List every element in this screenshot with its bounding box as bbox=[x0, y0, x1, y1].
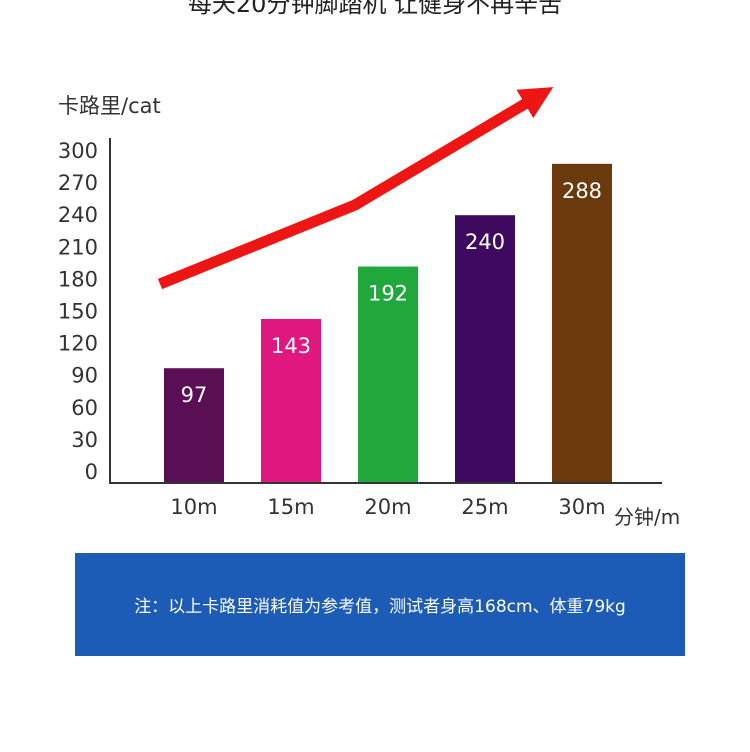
y-tick-label: 30 bbox=[71, 428, 98, 452]
x-tick-label: 30m bbox=[558, 495, 605, 519]
bar bbox=[455, 215, 515, 483]
x-tick-label: 20m bbox=[364, 495, 411, 519]
x-tick-label: 15m bbox=[267, 495, 314, 519]
y-tick-label: 270 bbox=[58, 171, 98, 195]
bar bbox=[164, 368, 224, 483]
x-axis-title: 分钟/m bbox=[614, 505, 680, 529]
y-axis-title: 卡路里/cat bbox=[58, 94, 161, 118]
y-tick-label: 240 bbox=[58, 203, 98, 227]
bar bbox=[261, 318, 321, 483]
bar-value-label: 97 bbox=[181, 383, 208, 407]
x-axis-labels: 10m 15m 20m 25m 30m bbox=[170, 495, 605, 519]
y-tick-label: 0 bbox=[85, 460, 98, 484]
bars: 97 143 192 240 288 bbox=[164, 163, 612, 483]
y-tick-label: 60 bbox=[71, 396, 98, 420]
y-tick-label: 180 bbox=[58, 267, 98, 291]
y-tick-label: 120 bbox=[58, 332, 98, 356]
bar-chart: 0 30 60 90 120 150 180 210 240 270 300 97 143 192 240… bbox=[58, 87, 680, 529]
note-panel: 注：以上卡路里消耗值为参考值，测试者身高168cm、体重79kg bbox=[75, 553, 685, 656]
x-tick-label: 10m bbox=[170, 495, 217, 519]
x-tick-label: 25m bbox=[461, 495, 508, 519]
bar bbox=[358, 266, 418, 483]
y-tick-label: 150 bbox=[58, 300, 98, 324]
y-tick-label: 210 bbox=[58, 235, 98, 259]
note-text: 注：以上卡路里消耗值为参考值，测试者身高168cm、体重79kg bbox=[134, 597, 626, 617]
y-tick-label: 300 bbox=[58, 139, 98, 163]
bar-value-label: 240 bbox=[465, 230, 505, 254]
bar-value-label: 192 bbox=[368, 282, 408, 306]
trend-arrow bbox=[157, 87, 554, 290]
bar-value-label: 143 bbox=[271, 334, 311, 358]
y-tick-label: 90 bbox=[71, 364, 98, 388]
page-title: 每天20分钟脚踏机 让健身不再辛苦 bbox=[187, 0, 563, 18]
bar bbox=[552, 163, 612, 483]
bar-value-label: 288 bbox=[562, 179, 602, 203]
y-axis-ticks: 0 30 60 90 120 150 180 210 240 270 300 bbox=[58, 139, 98, 484]
